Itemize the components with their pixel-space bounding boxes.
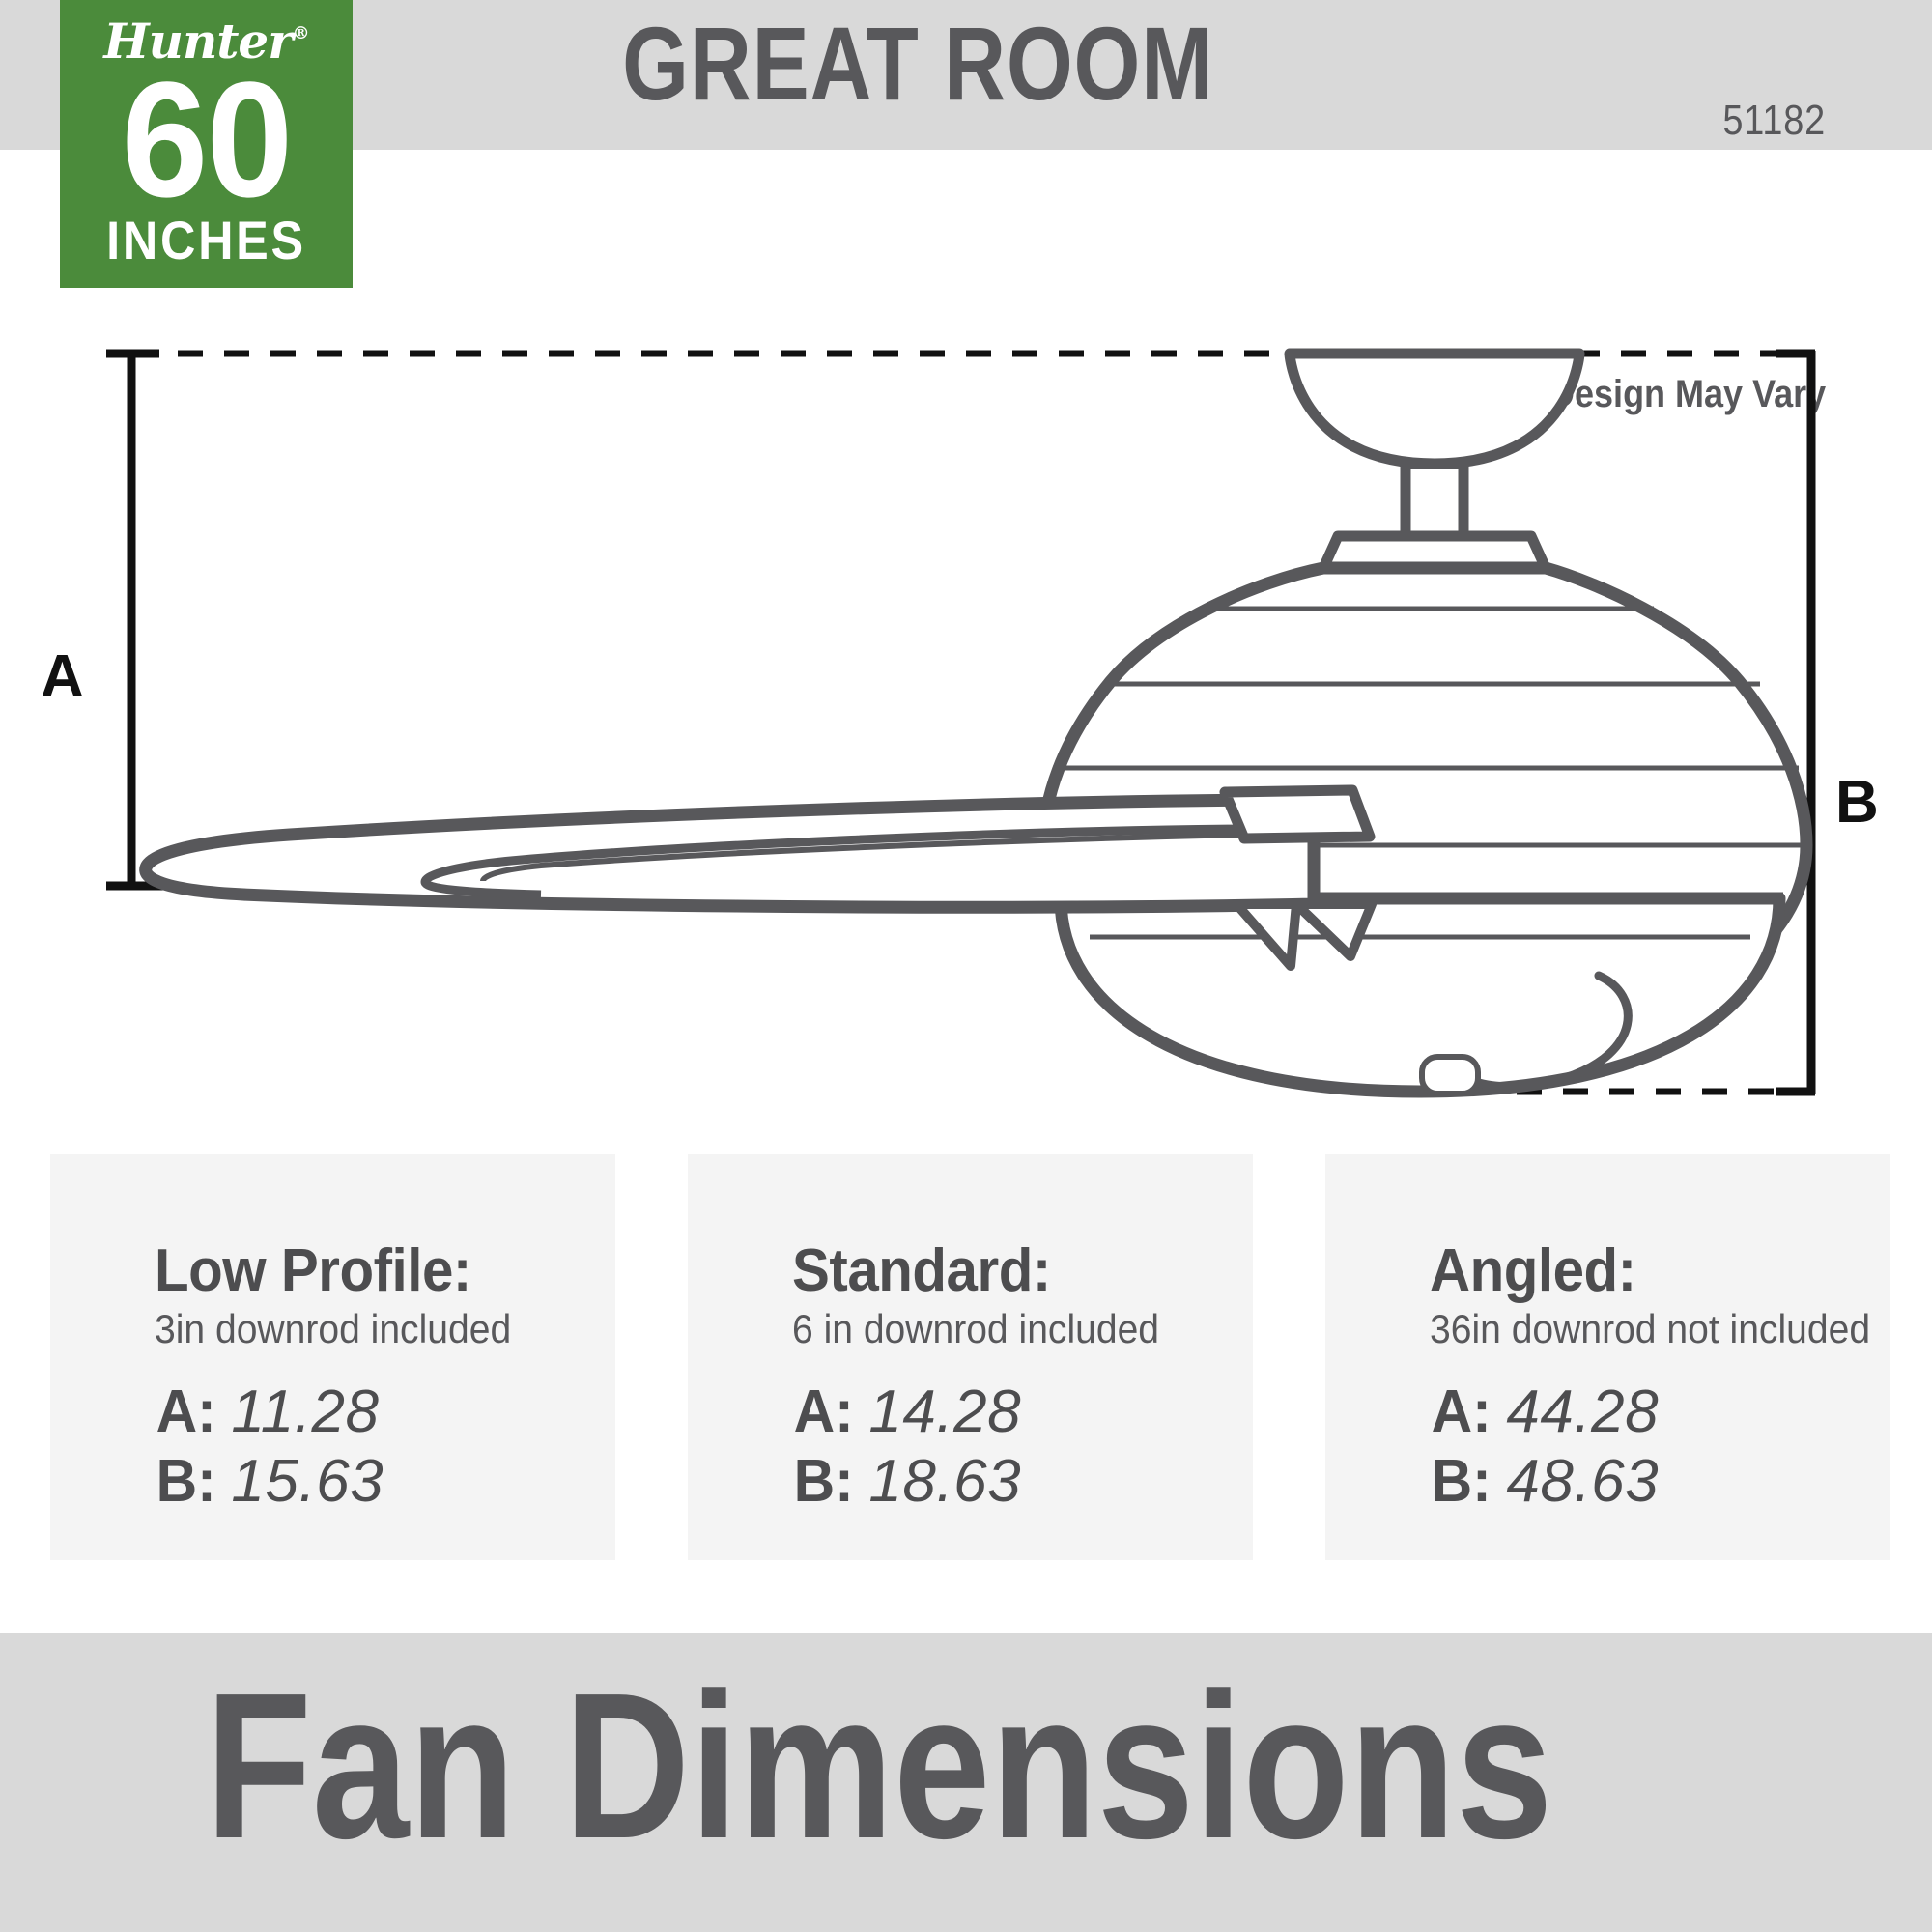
measurement-b-value: 15.63 [231, 1448, 384, 1516]
light-kit [1054, 892, 1786, 1098]
measurement-a-value: 11.28 [231, 1378, 380, 1446]
hunter-logo: Hunter® [60, 17, 353, 66]
measurement-b-value: 48.63 [1506, 1448, 1660, 1516]
brand-name: Hunter [103, 13, 293, 70]
measurement-a: A: 14.28 [792, 1378, 1253, 1447]
dimension-label-b: B [1835, 769, 1879, 836]
downrod [1400, 458, 1469, 542]
measurement-a: A: 44.28 [1430, 1378, 1890, 1447]
page-title: GREAT ROOM [622, 5, 1213, 122]
registered-trademark-icon: ® [292, 23, 310, 43]
dimension-label-a: A [41, 643, 84, 710]
measurement-b-key: B: [1431, 1448, 1492, 1516]
mount-option-subtitle: 3in downrod included [155, 1306, 512, 1352]
measurement-b: B: 48.63 [1430, 1447, 1890, 1517]
mount-option-measurements: A: 11.28 B: 15.63 [155, 1378, 615, 1517]
blade-bracket [1219, 784, 1376, 844]
measurement-b-key: B: [793, 1448, 854, 1516]
light-switch-detail [1419, 1054, 1481, 1096]
fan-drawing [106, 348, 1816, 1098]
measurement-a-value: 44.28 [1506, 1378, 1660, 1446]
mount-options-row: Low Profile: 3in downrod included A: 11.2… [0, 1154, 1932, 1570]
blade-span-unit: INCHES [106, 210, 306, 271]
measurement-a-key: A: [1431, 1378, 1492, 1446]
mount-option-title: Angled: [1430, 1237, 1636, 1304]
mount-option-card-low-profile: Low Profile: 3in downrod included A: 11.2… [50, 1154, 615, 1560]
measurement-a-value: 14.28 [868, 1378, 1022, 1446]
measurement-a-key: A: [156, 1378, 216, 1446]
footer-title: Fan Dimensions [205, 1649, 1553, 1882]
measurement-b-value: 18.63 [868, 1448, 1022, 1516]
fan-diagram: A B [0, 319, 1932, 1140]
housing-band-lines [1053, 569, 1799, 771]
mount-option-subtitle: 6 in downrod included [792, 1306, 1160, 1352]
model-number: 51182 [1722, 97, 1826, 144]
mount-option-subtitle: 36in downrod not included [1430, 1306, 1871, 1352]
dimension-bracket-b [1776, 349, 1816, 1096]
measurement-b-key: B: [156, 1448, 216, 1516]
measurement-b: B: 15.63 [155, 1447, 615, 1517]
mount-option-measurements: A: 44.28 B: 48.63 [1430, 1378, 1890, 1517]
size-badge: Hunter® 60 INCHES [60, 0, 353, 288]
blade-span-value: 60 [121, 48, 294, 232]
fan-blade [139, 793, 1321, 914]
dimension-bracket-a [106, 349, 180, 891]
footer-bar: Fan Dimensions [0, 1633, 1932, 1932]
ceiling-canopy [1284, 348, 1585, 469]
mount-option-card-angled: Angled: 36in downrod not included A: 44.2… [1325, 1154, 1890, 1560]
blade-arm [1232, 899, 1377, 971]
mount-option-measurements: A: 14.28 B: 18.63 [792, 1378, 1253, 1517]
measurement-a: A: 11.28 [155, 1378, 615, 1447]
pull-chain-icon [1471, 971, 1633, 1092]
mount-option-title: Standard: [792, 1237, 1051, 1304]
mount-option-title: Low Profile: [155, 1237, 471, 1304]
measurement-b: B: 18.63 [792, 1447, 1253, 1517]
measurement-a-key: A: [793, 1378, 854, 1446]
mount-option-card-standard: Standard: 6 in downrod included A: 14.28 … [688, 1154, 1253, 1560]
